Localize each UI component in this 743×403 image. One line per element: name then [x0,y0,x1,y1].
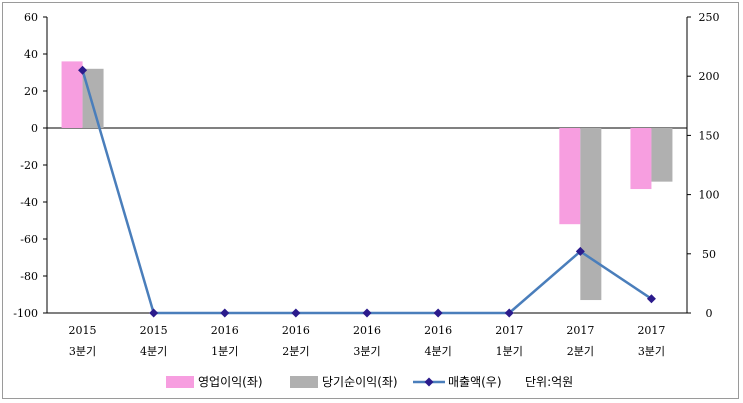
bar-net-income [651,128,673,182]
line-revenue-marker [220,308,230,318]
y-left-tick-label: -100 [13,307,38,320]
y-left-tick-label: 40 [24,48,38,61]
y-left-tick-label: 60 [24,11,38,24]
legend-marker-revenue [424,377,434,387]
bar-operating-profit [630,128,652,190]
y-left-tick-label: 20 [24,85,38,98]
line-revenue-marker [291,308,301,318]
line-revenue-marker [646,294,656,304]
x-category-year: 2016 [211,324,239,337]
x-category-year: 2015 [140,324,168,337]
legend-unit-note: 단위:억원 [525,375,573,389]
line-revenue-marker [504,308,514,318]
legend-swatch-operating-profit [166,376,194,388]
x-category-year: 2016 [282,324,310,337]
y-right-tick-label: 50 [702,248,716,261]
y-left-tick-label: -40 [20,196,38,209]
bar-operating-profit [559,128,581,225]
y-right-tick-label: 0 [706,307,713,320]
y-right-tick-label: 200 [699,70,720,83]
legend-label-net-income: 당기순이익(좌) [322,375,398,389]
x-category-year: 2017 [495,324,523,337]
y-left-tick-label: -80 [20,270,38,283]
y-right-tick-label: 250 [699,11,720,24]
x-category-year: 2017 [566,324,594,337]
x-category-quarter: 4분기 [424,345,451,358]
legend-swatch-net-income [290,376,318,388]
y-left-tick-label: 0 [31,122,38,135]
x-category-quarter: 1분기 [496,345,523,358]
x-category-quarter: 4분기 [140,345,167,358]
y-right-tick-label: 100 [699,189,720,202]
x-category-quarter: 2분기 [282,345,309,358]
x-category-quarter: 3분기 [638,345,665,358]
legend-label-operating-profit: 영업이익(좌) [198,375,263,389]
x-category-year: 2016 [424,324,452,337]
x-category-quarter: 3분기 [69,345,96,358]
line-revenue-marker [575,246,585,256]
bar-net-income [580,128,602,301]
y-left-tick-label: -20 [20,159,38,172]
line-revenue-marker [78,65,88,75]
line-revenue-marker [149,308,159,318]
x-category-year: 2015 [69,324,97,337]
line-revenue-marker [362,308,372,318]
x-category-year: 2017 [637,324,665,337]
y-right-tick-label: 150 [699,129,720,142]
chart-frame [2,2,739,399]
x-category-quarter: 1분기 [211,345,238,358]
x-category-quarter: 3분기 [353,345,380,358]
bar-operating-profit [61,61,83,128]
x-category-quarter: 2분기 [567,345,594,358]
bar-net-income [82,68,104,128]
line-revenue-marker [433,308,443,318]
x-category-year: 2016 [353,324,381,337]
legend-label-revenue: 매출액(우) [448,375,502,389]
y-left-tick-label: -60 [20,233,38,246]
